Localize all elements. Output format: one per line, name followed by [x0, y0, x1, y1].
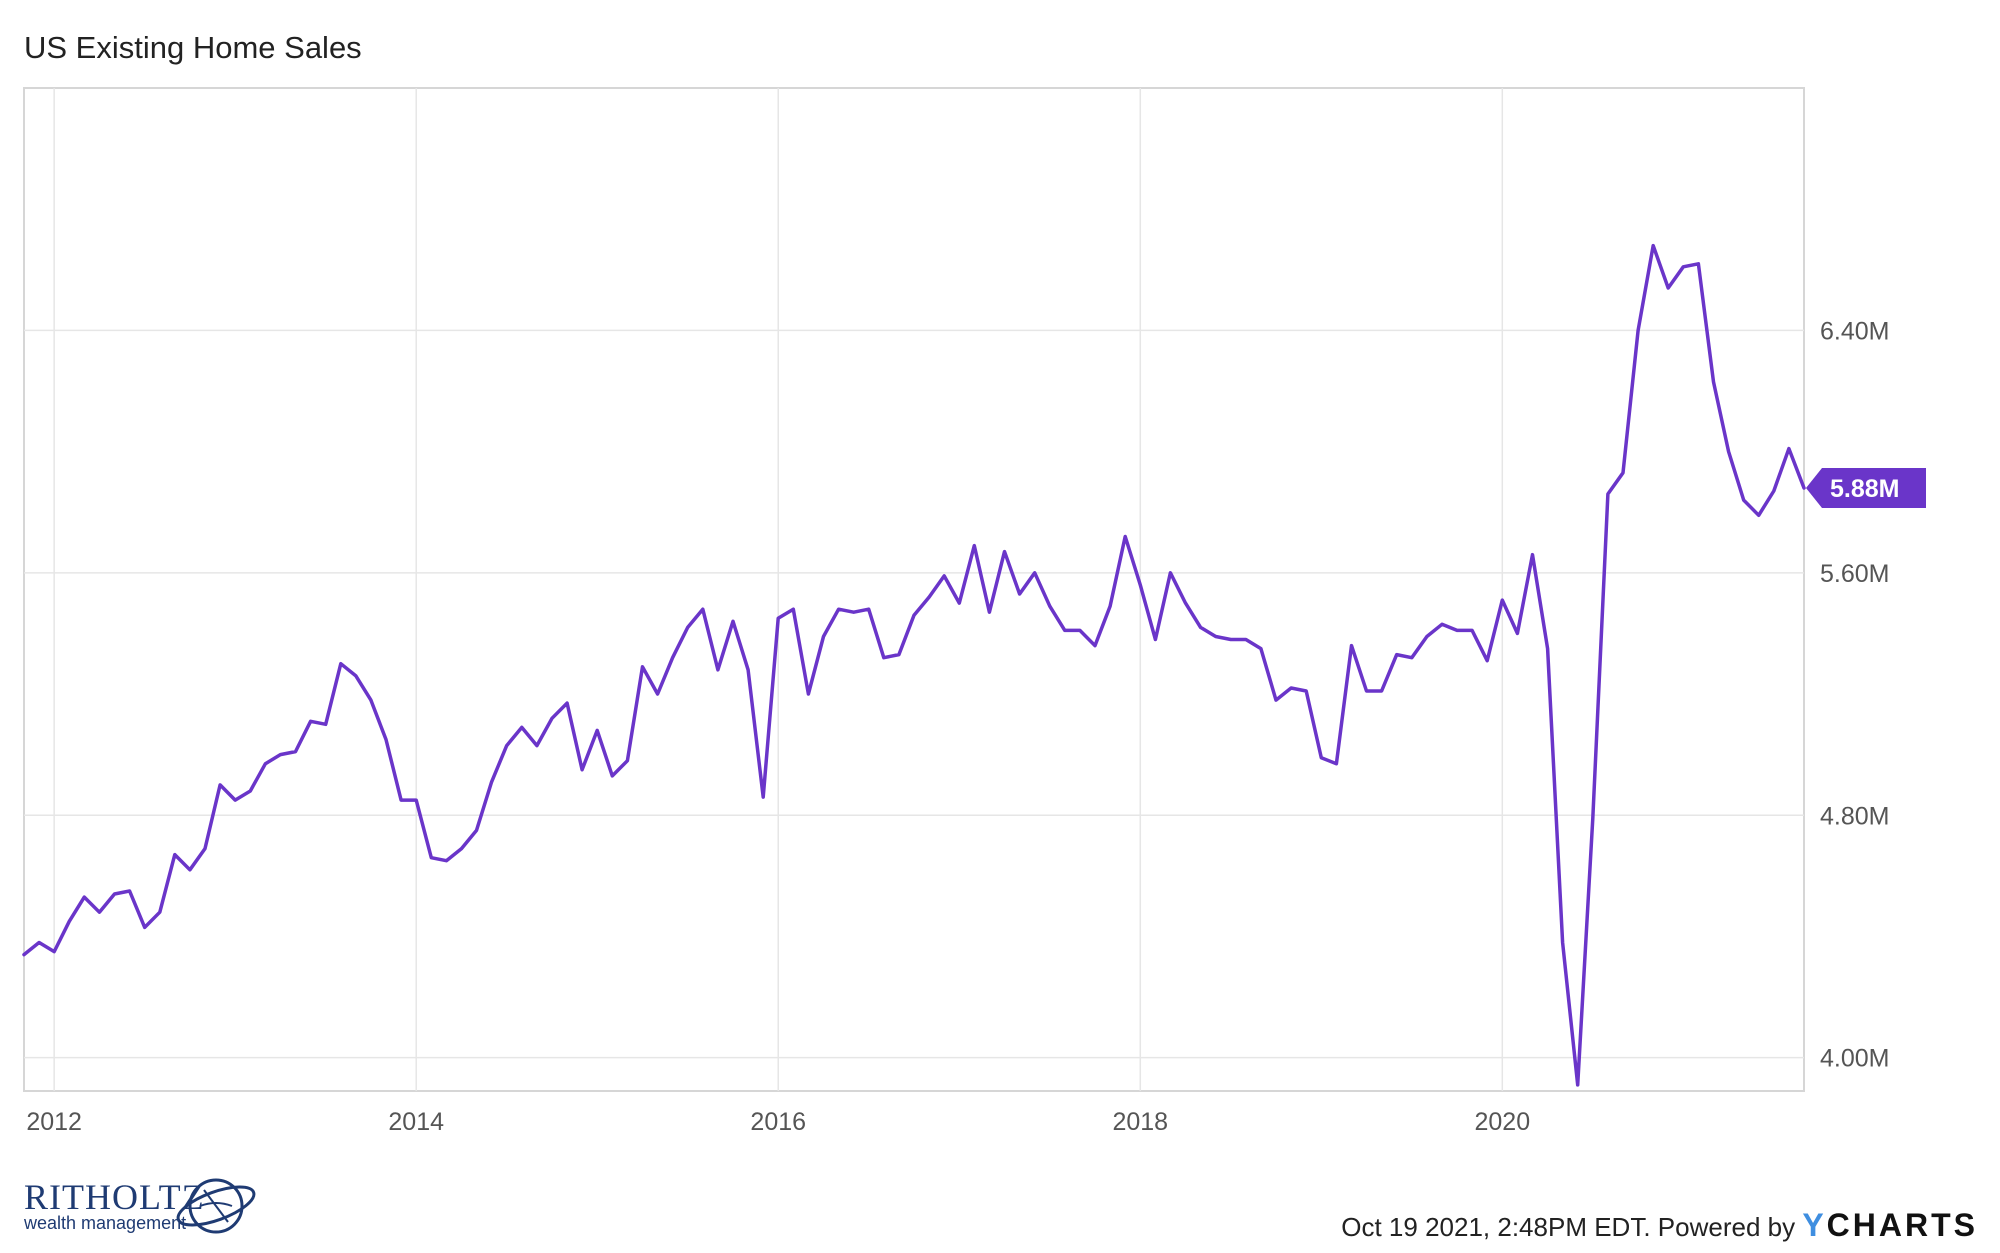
timestamp: Oct 19 2021, 2:48PM EDT. [1341, 1212, 1651, 1242]
last-value-label: 5.88M [1830, 475, 1899, 503]
x-tick-label: 2020 [1474, 1108, 1530, 1136]
last-value-badge: 5.88M [1806, 467, 1926, 508]
grid-layer [24, 88, 1804, 1091]
plot-frame [23, 87, 1805, 1092]
x-tick-label: 2018 [1112, 1108, 1168, 1136]
tick-layer: 2012 2014 2016 2018 2020 4.00M 4.80M 5.60M 6.40M [26, 317, 1889, 1136]
brand-name: RITHOLTZ [24, 1177, 205, 1217]
x-tick-label: 2012 [26, 1108, 82, 1136]
brand-logo: RITHOLTZ wealth management [24, 1177, 256, 1234]
series-layer [22, 243, 1806, 1087]
y-tick-label: 4.80M [1820, 802, 1889, 830]
x-tick-label: 2016 [750, 1108, 806, 1136]
x-tick-label: 2014 [388, 1108, 444, 1136]
chart-title: US Existing Home Sales [24, 30, 362, 65]
globe-emblem-icon [176, 1178, 256, 1234]
ycharts-logo-y: Y [1802, 1207, 1827, 1243]
y-tick-label: 6.40M [1820, 317, 1889, 345]
ycharts-logo-text: CHARTS [1826, 1207, 1978, 1243]
powered-by-text: Powered by [1657, 1212, 1796, 1242]
y-tick-label: 4.00M [1820, 1045, 1889, 1073]
last-value-badge-shape [1806, 467, 1926, 508]
y-tick-label: 5.60M [1820, 560, 1889, 588]
series-line-existing-home-sales [22, 243, 1806, 1087]
brand-subtitle: wealth management [24, 1213, 187, 1233]
ycharts-logo[interactable]: YCHARTS [1802, 1207, 1978, 1243]
footer-attribution: Oct 19 2021, 2:48PM EDT. Powered by YCHA… [1341, 1207, 1978, 1244]
